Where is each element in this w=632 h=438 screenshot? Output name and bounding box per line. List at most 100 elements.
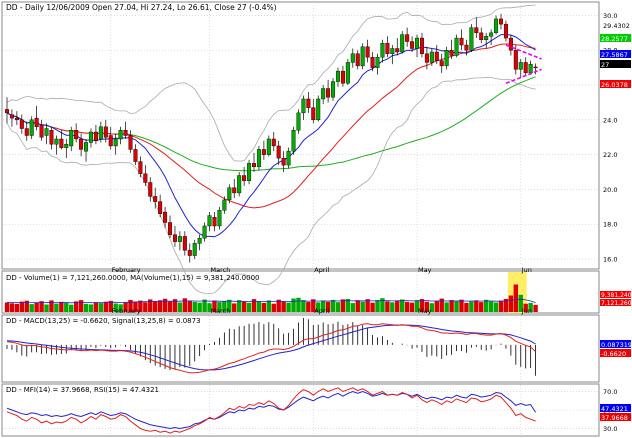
candle-body	[518, 62, 523, 70]
candle-body	[503, 23, 508, 39]
month-label-volume: May	[418, 307, 432, 315]
volume-bar	[316, 302, 321, 312]
candle-body	[14, 117, 19, 121]
volume-bar	[128, 299, 133, 312]
candle-body	[286, 150, 291, 166]
candle-body	[108, 135, 113, 147]
candle-body	[103, 126, 108, 138]
candle-body	[44, 128, 49, 136]
mfi-tick-label: 30.0	[603, 425, 617, 433]
candle-body	[202, 225, 207, 239]
candle-body	[29, 119, 34, 136]
candle-body	[222, 199, 227, 211]
volume-bar	[232, 303, 237, 312]
volume-bar	[108, 300, 113, 312]
candle-body	[74, 130, 79, 140]
candlesticks	[4, 13, 538, 263]
candle-body	[419, 37, 424, 54]
month-label: Jun	[521, 266, 532, 274]
price-tag-green: 28.2577	[601, 35, 628, 43]
month-label: March	[211, 266, 231, 274]
candle-body	[291, 130, 296, 152]
volume-bar	[167, 301, 173, 312]
candle-body	[360, 46, 365, 67]
volume-bar	[69, 304, 74, 312]
candle-body	[261, 149, 266, 155]
volume-bar	[395, 300, 400, 312]
candle-body	[163, 211, 168, 223]
candle-body	[59, 138, 64, 148]
price-tag-close: 27	[601, 61, 609, 69]
volume-bar	[439, 298, 444, 312]
volume-bar	[98, 303, 104, 312]
candle-body	[316, 98, 321, 121]
volume-bar	[380, 298, 385, 312]
volume-bar	[78, 300, 84, 312]
volume-bar	[335, 302, 341, 312]
candle-body	[9, 114, 14, 119]
candle-body	[415, 37, 420, 49]
candle-body	[98, 126, 103, 140]
volume-bar	[236, 300, 242, 312]
candle-body	[494, 18, 499, 34]
candle-body	[513, 50, 518, 70]
candle-body	[123, 130, 128, 136]
candle-body	[118, 130, 123, 140]
volume-bar	[44, 304, 49, 312]
price-tick-label: 30.0	[603, 12, 617, 20]
volume-bar	[400, 299, 405, 312]
volume-bar	[276, 299, 281, 312]
price-tick-label: 18.0	[603, 221, 617, 229]
candle-body	[232, 187, 237, 194]
candle-body	[182, 236, 187, 251]
volume-bar	[123, 302, 128, 312]
candle-body	[533, 66, 538, 69]
volume-bar	[360, 301, 365, 312]
candle-body	[499, 18, 504, 25]
candle-body	[242, 175, 247, 181]
candle-body	[410, 41, 415, 49]
candle-body	[459, 37, 464, 46]
volume-bar	[498, 300, 504, 312]
volume-bar	[88, 304, 94, 312]
volume-bar	[414, 300, 420, 312]
volume-bar	[153, 301, 158, 312]
mfi-legend: DD - MFI(14) = 37.9668, RSI(15) = 47.432…	[6, 386, 159, 394]
candle-body	[350, 53, 355, 63]
candle-body	[93, 131, 98, 141]
candle-body	[197, 237, 202, 244]
volume-bar	[528, 302, 533, 312]
volume-bar	[177, 302, 183, 312]
candle-body	[508, 37, 513, 51]
candle-body	[158, 201, 163, 214]
volume-bar	[325, 301, 331, 312]
rsi-line	[6, 390, 537, 430]
volume-bar	[246, 302, 252, 312]
candle-body	[469, 27, 474, 51]
candle-body	[84, 142, 89, 152]
volume-bar	[138, 300, 143, 312]
candle-body	[400, 34, 405, 53]
volume-bar	[197, 302, 202, 312]
volume-bar	[533, 304, 538, 312]
volume-bar	[291, 298, 296, 312]
candle-body	[49, 130, 54, 145]
volume-bar	[14, 303, 20, 312]
bollinger-upper-line	[6, 4, 536, 162]
candle-body	[424, 53, 429, 63]
volume-bar	[330, 299, 336, 312]
candle-body	[256, 149, 261, 168]
volume-bar	[444, 302, 449, 312]
price-tag-green-bg	[600, 34, 631, 42]
volume-bar	[419, 299, 425, 312]
macd-lines	[6, 318, 536, 376]
volume-bar	[320, 300, 326, 312]
volume-bar	[256, 301, 262, 312]
volume-bar	[503, 298, 509, 312]
month-label-volume: March	[211, 307, 231, 315]
candle-body	[306, 98, 311, 108]
macd-tag-red-bg	[600, 349, 631, 357]
month-label: April	[314, 266, 329, 274]
volume-bar	[518, 294, 523, 312]
